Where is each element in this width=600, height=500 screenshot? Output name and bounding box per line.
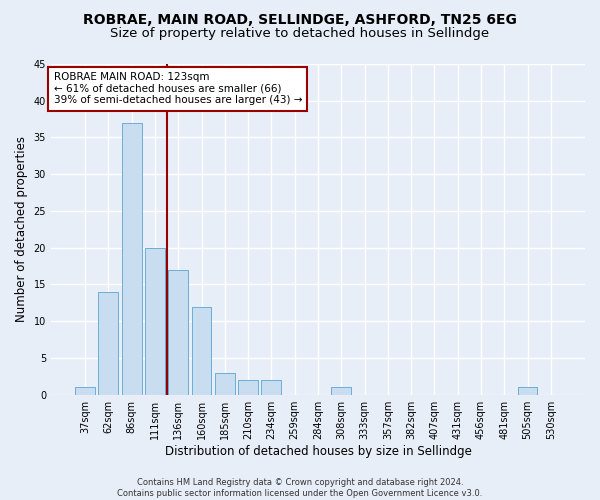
Bar [98,292,118,394]
Y-axis label: Number of detached properties: Number of detached properties [15,136,28,322]
Bar [191,306,211,394]
Text: ROBRAE, MAIN ROAD, SELLINDGE, ASHFORD, TN25 6EG: ROBRAE, MAIN ROAD, SELLINDGE, ASHFORD, T… [83,12,517,26]
Text: Contains HM Land Registry data © Crown copyright and database right 2024.
Contai: Contains HM Land Registry data © Crown c… [118,478,482,498]
Bar [75,388,95,394]
Bar [262,380,281,394]
Bar [122,123,142,394]
X-axis label: Distribution of detached houses by size in Sellindge: Distribution of detached houses by size … [164,444,472,458]
Bar [518,388,538,394]
Bar [215,372,235,394]
Bar [331,388,351,394]
Text: ROBRAE MAIN ROAD: 123sqm
← 61% of detached houses are smaller (66)
39% of semi-d: ROBRAE MAIN ROAD: 123sqm ← 61% of detach… [53,72,302,106]
Bar [238,380,258,394]
Text: Size of property relative to detached houses in Sellindge: Size of property relative to detached ho… [110,28,490,40]
Bar [169,270,188,394]
Bar [145,248,165,394]
